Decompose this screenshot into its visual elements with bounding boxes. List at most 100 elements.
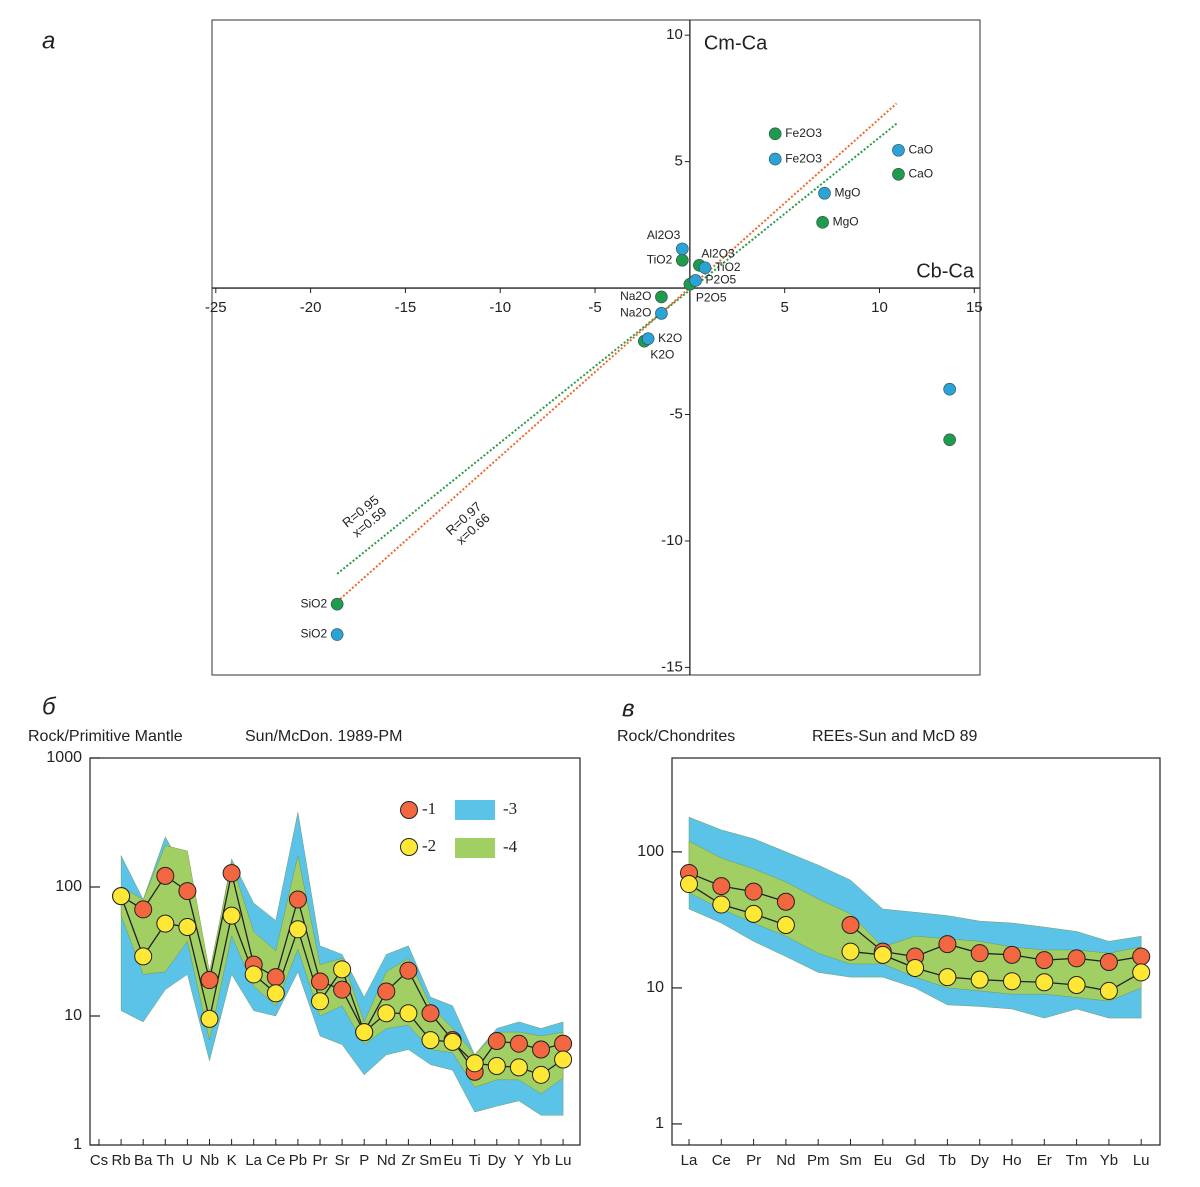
x-tick-label: Eu	[874, 1152, 892, 1169]
x-tick-label: Lu	[555, 1152, 572, 1169]
data-point	[712, 895, 731, 914]
data-point	[744, 882, 763, 901]
y-tick-label: 1	[73, 1136, 82, 1153]
data-point	[156, 866, 175, 885]
data-point	[487, 1056, 506, 1075]
data-point	[266, 968, 285, 987]
data-point	[244, 965, 263, 984]
x-tick-label: Lu	[1133, 1152, 1150, 1169]
point-label: Al2O3	[647, 228, 681, 242]
data-point	[222, 864, 241, 883]
point-label: MgO	[835, 185, 861, 199]
point-label: K2O	[658, 331, 682, 345]
data-point	[355, 1023, 374, 1042]
data-point	[744, 904, 763, 923]
data-point	[377, 1004, 396, 1023]
data-point	[178, 882, 197, 901]
point-label: K2O	[650, 347, 674, 361]
point-label: MgO	[833, 214, 859, 228]
data-point	[554, 1050, 573, 1069]
series-line	[688, 872, 787, 903]
data-point	[200, 1009, 219, 1028]
x-tick-label: Gd	[905, 1152, 925, 1169]
panel-label: в	[622, 695, 635, 722]
data-point	[906, 959, 925, 978]
point-label: P2O5	[706, 273, 737, 287]
point-label: Al2O3	[701, 246, 735, 260]
x-tick-label: -25	[205, 299, 227, 316]
x-tick-label: Ti	[469, 1152, 481, 1169]
point-label: TiO2	[715, 260, 741, 274]
data-point	[816, 216, 829, 229]
data-point	[776, 916, 795, 935]
data-point	[333, 960, 352, 979]
point-label: Na2O	[620, 289, 651, 303]
panel-label: а	[42, 27, 55, 54]
y-tick-label: 1000	[46, 749, 82, 766]
point-label: Fe2O3	[785, 151, 822, 165]
x-tick-label: Pr	[746, 1152, 761, 1169]
y-tick-label: 100	[55, 878, 82, 895]
x-tick-label: La	[681, 1152, 698, 1169]
series-line	[688, 883, 787, 926]
x-tick-label: La	[245, 1152, 262, 1169]
data-point	[487, 1032, 506, 1051]
data-point	[970, 944, 989, 963]
x-tick-label: Tb	[939, 1152, 957, 1169]
point-label: Fe2O3	[785, 126, 822, 140]
point-label: CaO	[908, 142, 933, 156]
plot-frame	[89, 757, 581, 1146]
data-point	[675, 253, 689, 267]
data-point	[1099, 953, 1118, 972]
x-tick-label: Th	[157, 1152, 175, 1169]
y-tick-label: -5	[670, 405, 683, 422]
x-tick-label: Eu	[443, 1152, 461, 1169]
point-label: P2O5	[696, 290, 727, 304]
data-point	[112, 887, 131, 906]
data-point	[938, 968, 957, 987]
series-line	[850, 924, 1142, 963]
data-point	[892, 167, 905, 181]
data-point	[377, 982, 396, 1001]
data-point	[1035, 951, 1054, 970]
data-point	[768, 152, 782, 166]
point-label: CaO	[908, 166, 933, 180]
x-tick-label: -15	[395, 299, 417, 316]
data-point	[311, 972, 329, 991]
x-tick-label: Yb	[1100, 1152, 1118, 1169]
trend-line	[336, 122, 898, 575]
x-tick-label: Rb	[112, 1152, 131, 1169]
data-point	[1132, 963, 1151, 982]
data-point	[943, 382, 956, 396]
data-point	[421, 1031, 440, 1050]
x-tick-label: Pb	[289, 1152, 307, 1169]
x-tick-label: Tm	[1066, 1152, 1088, 1169]
data-point	[178, 917, 197, 936]
x-tick-label: Y	[514, 1152, 524, 1169]
x-tick-label: Yb	[532, 1152, 550, 1169]
x-tick-label: Dy	[971, 1152, 990, 1169]
x-tick-label: Sm	[839, 1152, 862, 1169]
x-tick-label: Sm	[419, 1152, 442, 1169]
data-point	[1099, 981, 1118, 1000]
data-point	[399, 961, 418, 980]
x-tick-label: Pr	[313, 1152, 328, 1169]
data-point	[938, 935, 957, 954]
data-point	[943, 433, 956, 447]
legend-label: -2	[422, 836, 436, 855]
data-point	[768, 127, 782, 141]
x-tick-label: Zr	[401, 1152, 415, 1169]
data-point	[134, 900, 153, 919]
data-point	[443, 1032, 462, 1051]
x-tick-label: P	[359, 1152, 369, 1169]
x-tick-label: Ce	[266, 1152, 285, 1169]
y-tick-label: 10	[646, 979, 664, 996]
data-point	[841, 942, 860, 961]
x-tick-label: -5	[588, 299, 601, 316]
y-axis-label: Cm-Ca	[704, 32, 768, 54]
data-point	[554, 1034, 573, 1053]
data-point	[1067, 976, 1086, 995]
x-tick-label: Dy	[488, 1152, 507, 1169]
y-tick-label: -10	[661, 532, 683, 549]
y-tick-label: 100	[637, 843, 664, 860]
